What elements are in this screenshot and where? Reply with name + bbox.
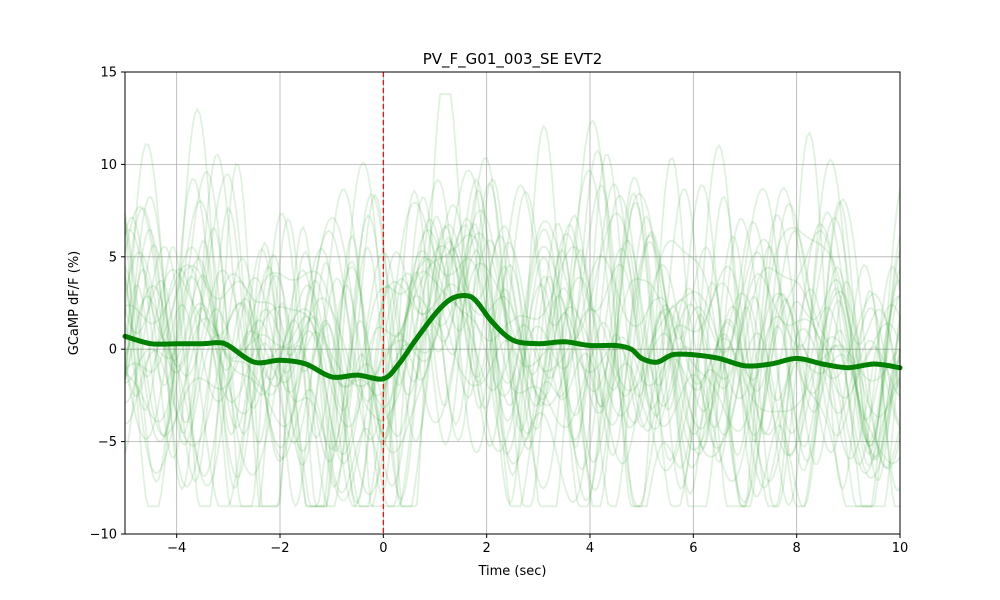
y-tick-label: −10	[90, 528, 117, 543]
trial-trace	[124, 195, 901, 508]
trial-trace	[124, 176, 901, 472]
y-tick-label: 0	[109, 343, 117, 358]
x-tick-label: 4	[586, 541, 594, 556]
x-tick-label: 0	[379, 541, 387, 556]
trial-trace	[124, 245, 901, 428]
trial-trace	[124, 171, 901, 508]
trial-trace	[124, 130, 900, 508]
x-tick-label: 6	[689, 541, 697, 556]
trial-trace	[124, 212, 901, 496]
trial-trace	[124, 181, 901, 508]
plot-background	[125, 72, 900, 534]
ticks: −4 −2 0 2 4 6 8 10 −10 −5 0 5 10 15	[90, 66, 909, 557]
trial-trace	[124, 162, 901, 508]
trial-trace	[124, 177, 901, 484]
x-tick-label: 10	[892, 541, 909, 556]
trial-trace	[124, 107, 901, 506]
trial-trace	[124, 93, 901, 508]
chart-title: PV_F_G01_003_SE EVT2	[423, 50, 603, 69]
x-tick-label: 8	[793, 541, 801, 556]
trial-trace	[124, 169, 901, 458]
x-axis-label: Time (sec)	[477, 564, 546, 579]
trial-trace	[124, 169, 901, 450]
x-tick-label: 2	[483, 541, 491, 556]
trial-trace	[124, 119, 901, 508]
y-tick-label: 15	[100, 66, 117, 81]
trial-trace	[124, 158, 901, 508]
trial-trace	[124, 195, 901, 508]
trial-trace	[124, 178, 901, 508]
plot-frame	[124, 71, 901, 535]
trial-trace	[124, 173, 901, 508]
y-tick-label: 5	[109, 250, 117, 265]
trial-trace	[124, 233, 901, 502]
trial-trace	[124, 245, 901, 508]
x-tick-label: −4	[167, 541, 186, 556]
mean-trace	[122, 293, 903, 382]
trial-trace	[124, 224, 901, 508]
trial-trace	[124, 143, 901, 468]
x-tick-label: −2	[270, 541, 289, 556]
trial-trace	[124, 230, 901, 469]
trial-trace	[124, 209, 901, 508]
trial-trace	[124, 143, 901, 508]
trial-trace	[124, 186, 901, 508]
trial-traces	[124, 93, 901, 508]
trial-trace	[124, 157, 901, 508]
mean-trace-group	[122, 293, 903, 382]
y-axis-label: GCaMP dF/F (%)	[67, 251, 82, 356]
trial-trace	[124, 187, 901, 502]
y-tick-label: 10	[100, 158, 117, 173]
y-tick-label: −5	[98, 435, 117, 450]
